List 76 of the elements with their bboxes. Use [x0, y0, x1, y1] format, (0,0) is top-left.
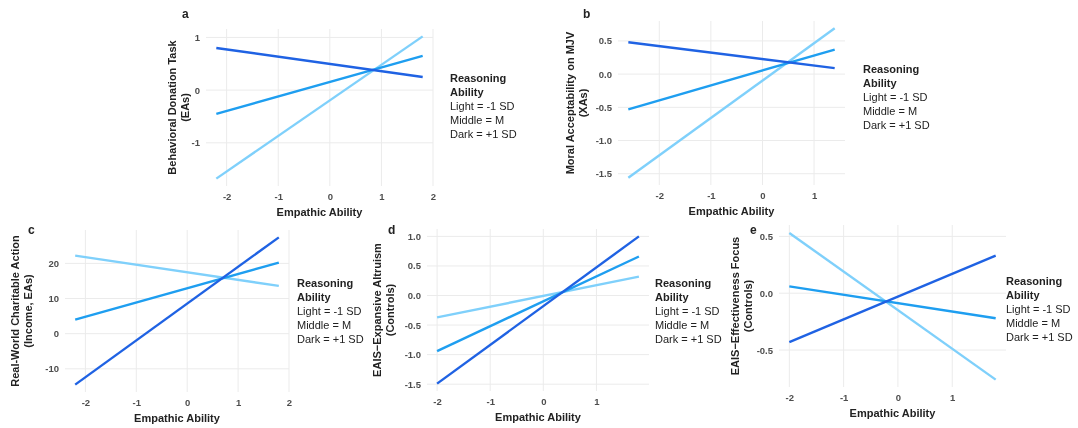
text: Middle = M	[297, 319, 352, 331]
x-axis-title: Empathic Ability	[276, 206, 364, 218]
legend-title: Reasoning Ability	[297, 277, 354, 303]
y-axis-title: EAIS−Effectiveness Focus (Controls)	[729, 236, 754, 376]
x-tick-label: 1	[950, 391, 957, 403]
x-tick-label: 1	[379, 190, 386, 202]
legend-title: Reasoning Ability	[1006, 275, 1063, 301]
y-tick-label: 0	[53, 328, 59, 340]
y-tick-label: 1.0	[407, 230, 421, 242]
x-tick-label: 1	[235, 396, 242, 408]
text: Middle = M	[655, 319, 710, 331]
y-tick-label: -10	[45, 363, 59, 375]
text: Middle = M	[863, 105, 918, 117]
x-tick-label: 1	[811, 189, 818, 201]
legend-title: Reasoning Ability	[450, 72, 507, 98]
y-tick-label: -1.0	[595, 135, 612, 147]
x-tick-label: -2	[81, 396, 91, 408]
y-tick-label: 0.0	[598, 68, 612, 80]
y-tick-label: 0.0	[759, 287, 773, 299]
annotation: Light = -1 SD	[1006, 303, 1071, 315]
x-tick-label: -1	[274, 190, 284, 202]
x-tick-label: -1	[839, 391, 850, 403]
annotation: Middle = M	[1006, 317, 1061, 329]
y-axis-title: Behavioral Donation Task (EAs)	[166, 39, 191, 175]
x-axis-title: Empathic Ability	[849, 407, 937, 419]
x-tick-label: 0	[895, 391, 902, 403]
x-axis-title: Empathic Ability	[688, 205, 776, 217]
y-tick-label: 20	[48, 257, 59, 269]
x-tick-label: -2	[433, 395, 442, 407]
y-tick-label: 0.5	[759, 230, 774, 242]
y-tick-label: 0.0	[407, 290, 421, 302]
y-tick-label: -0.5	[404, 319, 422, 331]
text: Middle = M	[450, 114, 505, 126]
chart-title: e	[750, 223, 757, 237]
annotation: Dark = +1 SD	[1006, 331, 1073, 343]
y-tick-label: 1	[194, 31, 201, 43]
x-tick-label: 0	[327, 190, 333, 202]
y-tick-label: 0.5	[407, 260, 422, 272]
x-tick-label: 2	[286, 396, 293, 408]
text: Dark = +1 SD	[655, 333, 722, 345]
x-tick-label: -1	[132, 396, 142, 408]
x-tick-label: -2	[785, 391, 795, 403]
legend-title: Reasoning Ability	[863, 63, 920, 89]
y-tick-label: 0	[194, 84, 200, 96]
chart-title: a	[182, 7, 189, 21]
text: Light = -1 SD	[863, 91, 928, 103]
y-axis-title: Real-World Charitable Action (Income, EAs)	[9, 234, 34, 387]
x-axis-title: Empathic Ability	[495, 411, 582, 423]
chart-title: d	[388, 223, 396, 237]
x-tick-label: 0	[541, 395, 547, 407]
text: Dark = +1 SD	[863, 119, 930, 131]
y-tick-label: -0.5	[595, 101, 613, 113]
y-tick-label: -1	[191, 137, 201, 149]
y-tick-label: 10	[48, 293, 59, 305]
text: Light = -1 SD	[297, 305, 362, 317]
text: Dark = +1 SD	[450, 128, 517, 140]
text: Light = -1 SD	[450, 100, 515, 112]
y-tick-label: 0.5	[598, 35, 613, 47]
x-tick-label: 2	[430, 190, 437, 202]
y-tick-label: -0.5	[756, 344, 774, 356]
y-tick-label: -1.0	[404, 349, 421, 361]
x-tick-label: -2	[222, 190, 232, 202]
y-tick-label: -1.5	[595, 168, 613, 180]
x-tick-label: 0	[185, 396, 191, 408]
x-axis-title: Empathic Ability	[134, 412, 221, 424]
x-tick-label: -2	[655, 189, 664, 201]
chart-title: c	[28, 223, 35, 237]
legend-title: Reasoning Ability	[655, 277, 712, 303]
text: Dark = +1 SD	[297, 333, 364, 345]
chart-title: b	[583, 7, 591, 21]
y-axis-title: Moral Acceptability on MJV (XAs)	[564, 31, 589, 175]
text: Light = -1 SD	[655, 305, 720, 317]
y-tick-label: -1.5	[404, 378, 422, 390]
x-tick-label: -1	[486, 395, 496, 407]
x-tick-label: -1	[707, 189, 717, 201]
y-axis-title: EAIS−Expansive Altruism (Controls)	[371, 242, 396, 377]
